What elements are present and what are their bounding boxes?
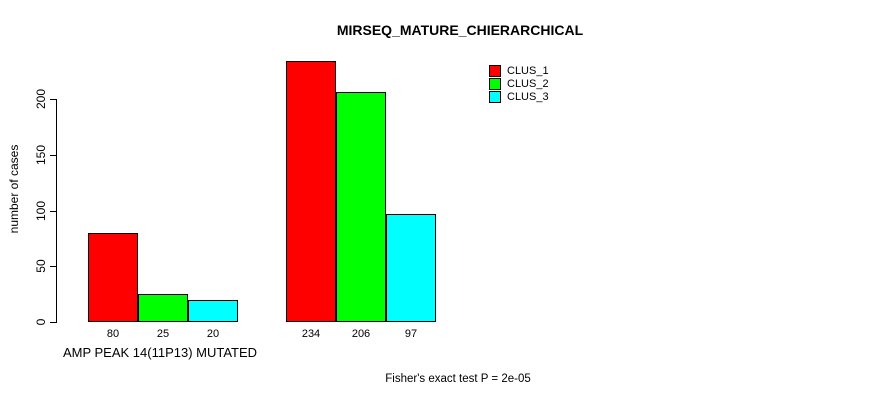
y-tick-label: 50: [34, 259, 48, 273]
legend-row-clus_1: CLUS_1: [489, 64, 549, 77]
y-tick-mark: [50, 154, 57, 156]
bar-clus_3-group2: [386, 214, 436, 322]
legend-label: CLUS_3: [507, 90, 549, 103]
bar-value-label: 80: [106, 328, 120, 340]
bar-clus_1-group1: [88, 233, 138, 322]
y-tick-mark: [50, 210, 57, 212]
x-group-label: AMP PEAK 14(11P13) MUTATED: [62, 345, 258, 360]
y-tick-label: 100: [34, 200, 48, 221]
bar-value-label: 234: [301, 328, 321, 340]
legend-swatch-clus_1: [489, 64, 501, 77]
legend-row-clus_2: CLUS_2: [489, 77, 549, 90]
y-tick-label: 0: [34, 318, 48, 326]
y-tick-label: 150: [34, 144, 48, 165]
bar-value-label: 97: [404, 328, 418, 340]
y-axis-label: number of cases: [7, 144, 21, 234]
y-tick-mark: [50, 266, 57, 268]
bar-value-label: 25: [156, 328, 170, 340]
legend-row-clus_3: CLUS_3: [489, 90, 549, 103]
y-tick-label: 200: [34, 88, 48, 110]
chart-title: MIRSEQ_MATURE_CHIERARCHICAL: [336, 22, 584, 38]
legend-label: CLUS_1: [507, 64, 549, 77]
bar-value-label: 20: [206, 328, 220, 340]
bar-clus_3-group1: [188, 300, 238, 322]
bar-clus_2-group2: [336, 92, 386, 322]
legend-swatch-clus_2: [489, 77, 501, 90]
legend-label: CLUS_2: [507, 77, 549, 90]
bar-clus_2-group1: [138, 294, 188, 322]
legend-swatch-clus_3: [489, 90, 501, 103]
fisher-test-annotation: Fisher's exact test P = 2e-05: [385, 373, 531, 385]
bar-clus_1-group2: [286, 61, 336, 322]
bar-value-label: 206: [351, 328, 371, 340]
y-tick-mark: [50, 99, 57, 100]
legend: CLUS_1 CLUS_2 CLUS_3: [489, 64, 549, 103]
y-tick-mark: [50, 322, 57, 323]
